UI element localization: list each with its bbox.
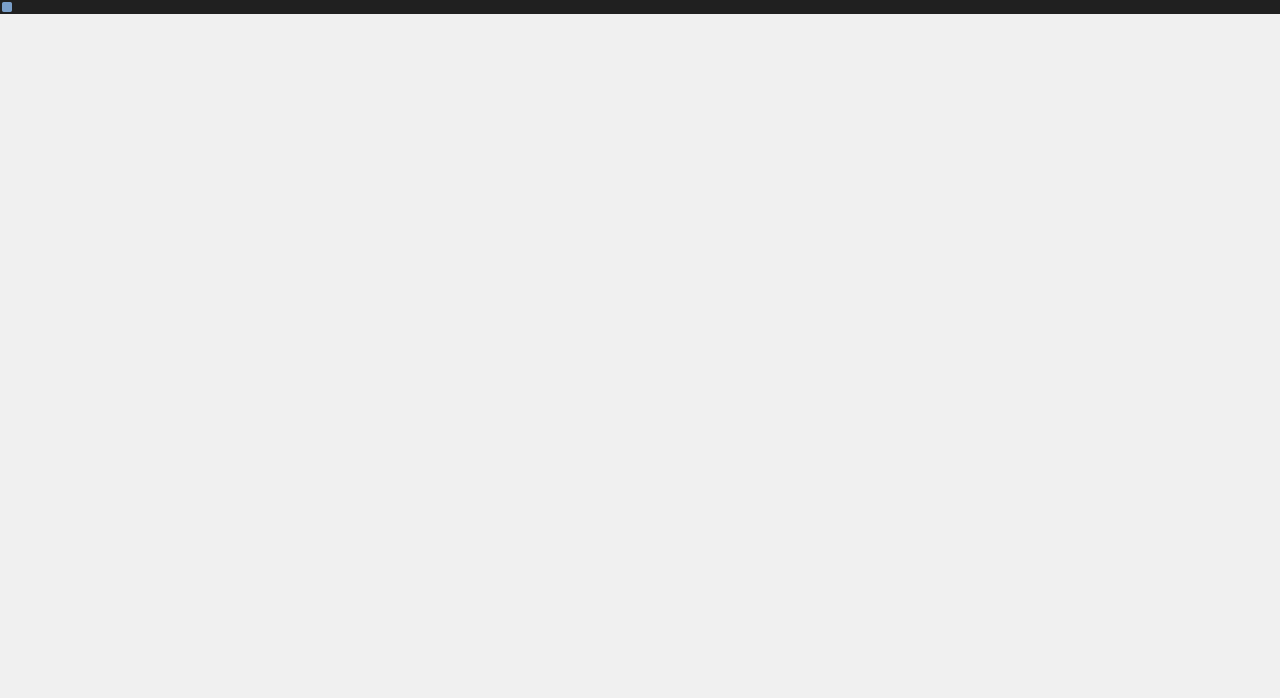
maximize-button[interactable] [1224, 1, 1242, 13]
figure-canvas [0, 14, 1280, 694]
window-titlebar [0, 0, 1280, 14]
minimize-button[interactable] [1196, 1, 1214, 13]
figure-icon [2, 2, 12, 12]
close-button[interactable] [1252, 1, 1270, 13]
figure-svg [0, 14, 1280, 694]
